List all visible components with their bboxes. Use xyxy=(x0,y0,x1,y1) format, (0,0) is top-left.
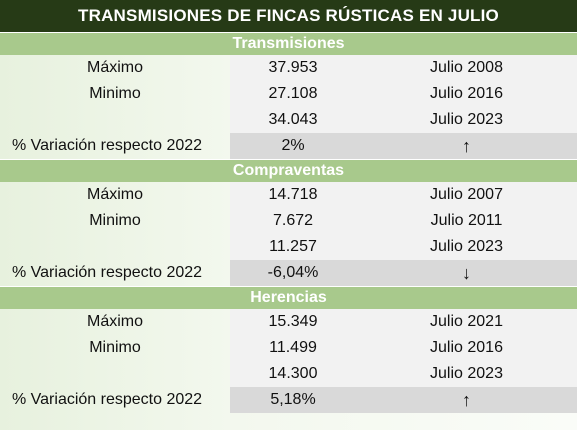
row-value: 27.108 xyxy=(230,81,356,107)
row-label xyxy=(0,107,230,133)
table-row: Máximo 14.718 Julio 2007 xyxy=(0,182,577,208)
row-period: Julio 2023 xyxy=(356,361,577,387)
row-period: Julio 2008 xyxy=(356,55,577,81)
section-heading: Herencias xyxy=(0,286,577,309)
row-value: 14.300 xyxy=(230,361,356,387)
row-value: 7.672 xyxy=(230,208,356,234)
table-row: Minimo 7.672 Julio 2011 xyxy=(0,208,577,234)
table-row: 34.043 Julio 2023 xyxy=(0,107,577,133)
arrow-down-icon: ↓ xyxy=(356,260,577,286)
row-label: Máximo xyxy=(86,313,143,330)
table-row: 14.300 Julio 2023 xyxy=(0,361,577,387)
variation-row: % Variación respecto 2022 -6,04% ↓ xyxy=(0,260,577,286)
row-label: Minimo xyxy=(89,85,141,102)
row-label: Minimo xyxy=(89,212,141,229)
variation-value: -6,04% xyxy=(230,260,356,286)
table-row: Máximo 15.349 Julio 2021 xyxy=(0,309,577,335)
section-transmisiones: Transmisiones Máximo 37.953 Julio 2008 M… xyxy=(0,32,577,159)
table-row: Máximo 37.953 Julio 2008 xyxy=(0,55,577,81)
row-period: Julio 2007 xyxy=(356,182,577,208)
row-value: 11.257 xyxy=(230,234,356,260)
row-period: Julio 2023 xyxy=(356,234,577,260)
table-row: 11.257 Julio 2023 xyxy=(0,234,577,260)
variation-label: % Variación respecto 2022 xyxy=(12,391,203,408)
variation-label: % Variación respecto 2022 xyxy=(12,264,203,281)
arrow-up-icon: ↑ xyxy=(356,387,577,413)
arrow-up-icon: ↑ xyxy=(356,133,577,159)
row-value: 14.718 xyxy=(230,182,356,208)
variation-value: 2% xyxy=(230,133,356,159)
variation-label: % Variación respecto 2022 xyxy=(12,137,203,154)
row-period: Julio 2021 xyxy=(356,309,577,335)
row-period: Julio 2016 xyxy=(356,335,577,361)
section-herencias: Herencias Máximo 15.349 Julio 2021 Minim… xyxy=(0,286,577,413)
row-label xyxy=(0,234,230,260)
row-period: Julio 2023 xyxy=(356,107,577,133)
row-value: 15.349 xyxy=(230,309,356,335)
row-label: Máximo xyxy=(86,186,143,203)
section-compraventas: Compraventas Máximo 14.718 Julio 2007 Mi… xyxy=(0,159,577,286)
row-value: 34.043 xyxy=(230,107,356,133)
section-heading: Compraventas xyxy=(0,159,577,182)
table-row: Minimo 27.108 Julio 2016 xyxy=(0,81,577,107)
table-title: TRANSMISIONES DE FINCAS RÚSTICAS EN JULI… xyxy=(0,0,577,32)
row-value: 37.953 xyxy=(230,55,356,81)
row-value: 11.499 xyxy=(230,335,356,361)
section-heading: Transmisiones xyxy=(0,32,577,55)
variation-row: % Variación respecto 2022 5,18% ↑ xyxy=(0,387,577,413)
row-label: Máximo xyxy=(86,59,143,76)
variation-row: % Variación respecto 2022 2% ↑ xyxy=(0,133,577,159)
table-row: Minimo 11.499 Julio 2016 xyxy=(0,335,577,361)
variation-value: 5,18% xyxy=(230,387,356,413)
row-label: Minimo xyxy=(89,339,141,356)
row-period: Julio 2011 xyxy=(356,208,577,234)
row-period: Julio 2016 xyxy=(356,81,577,107)
row-label xyxy=(0,361,230,387)
